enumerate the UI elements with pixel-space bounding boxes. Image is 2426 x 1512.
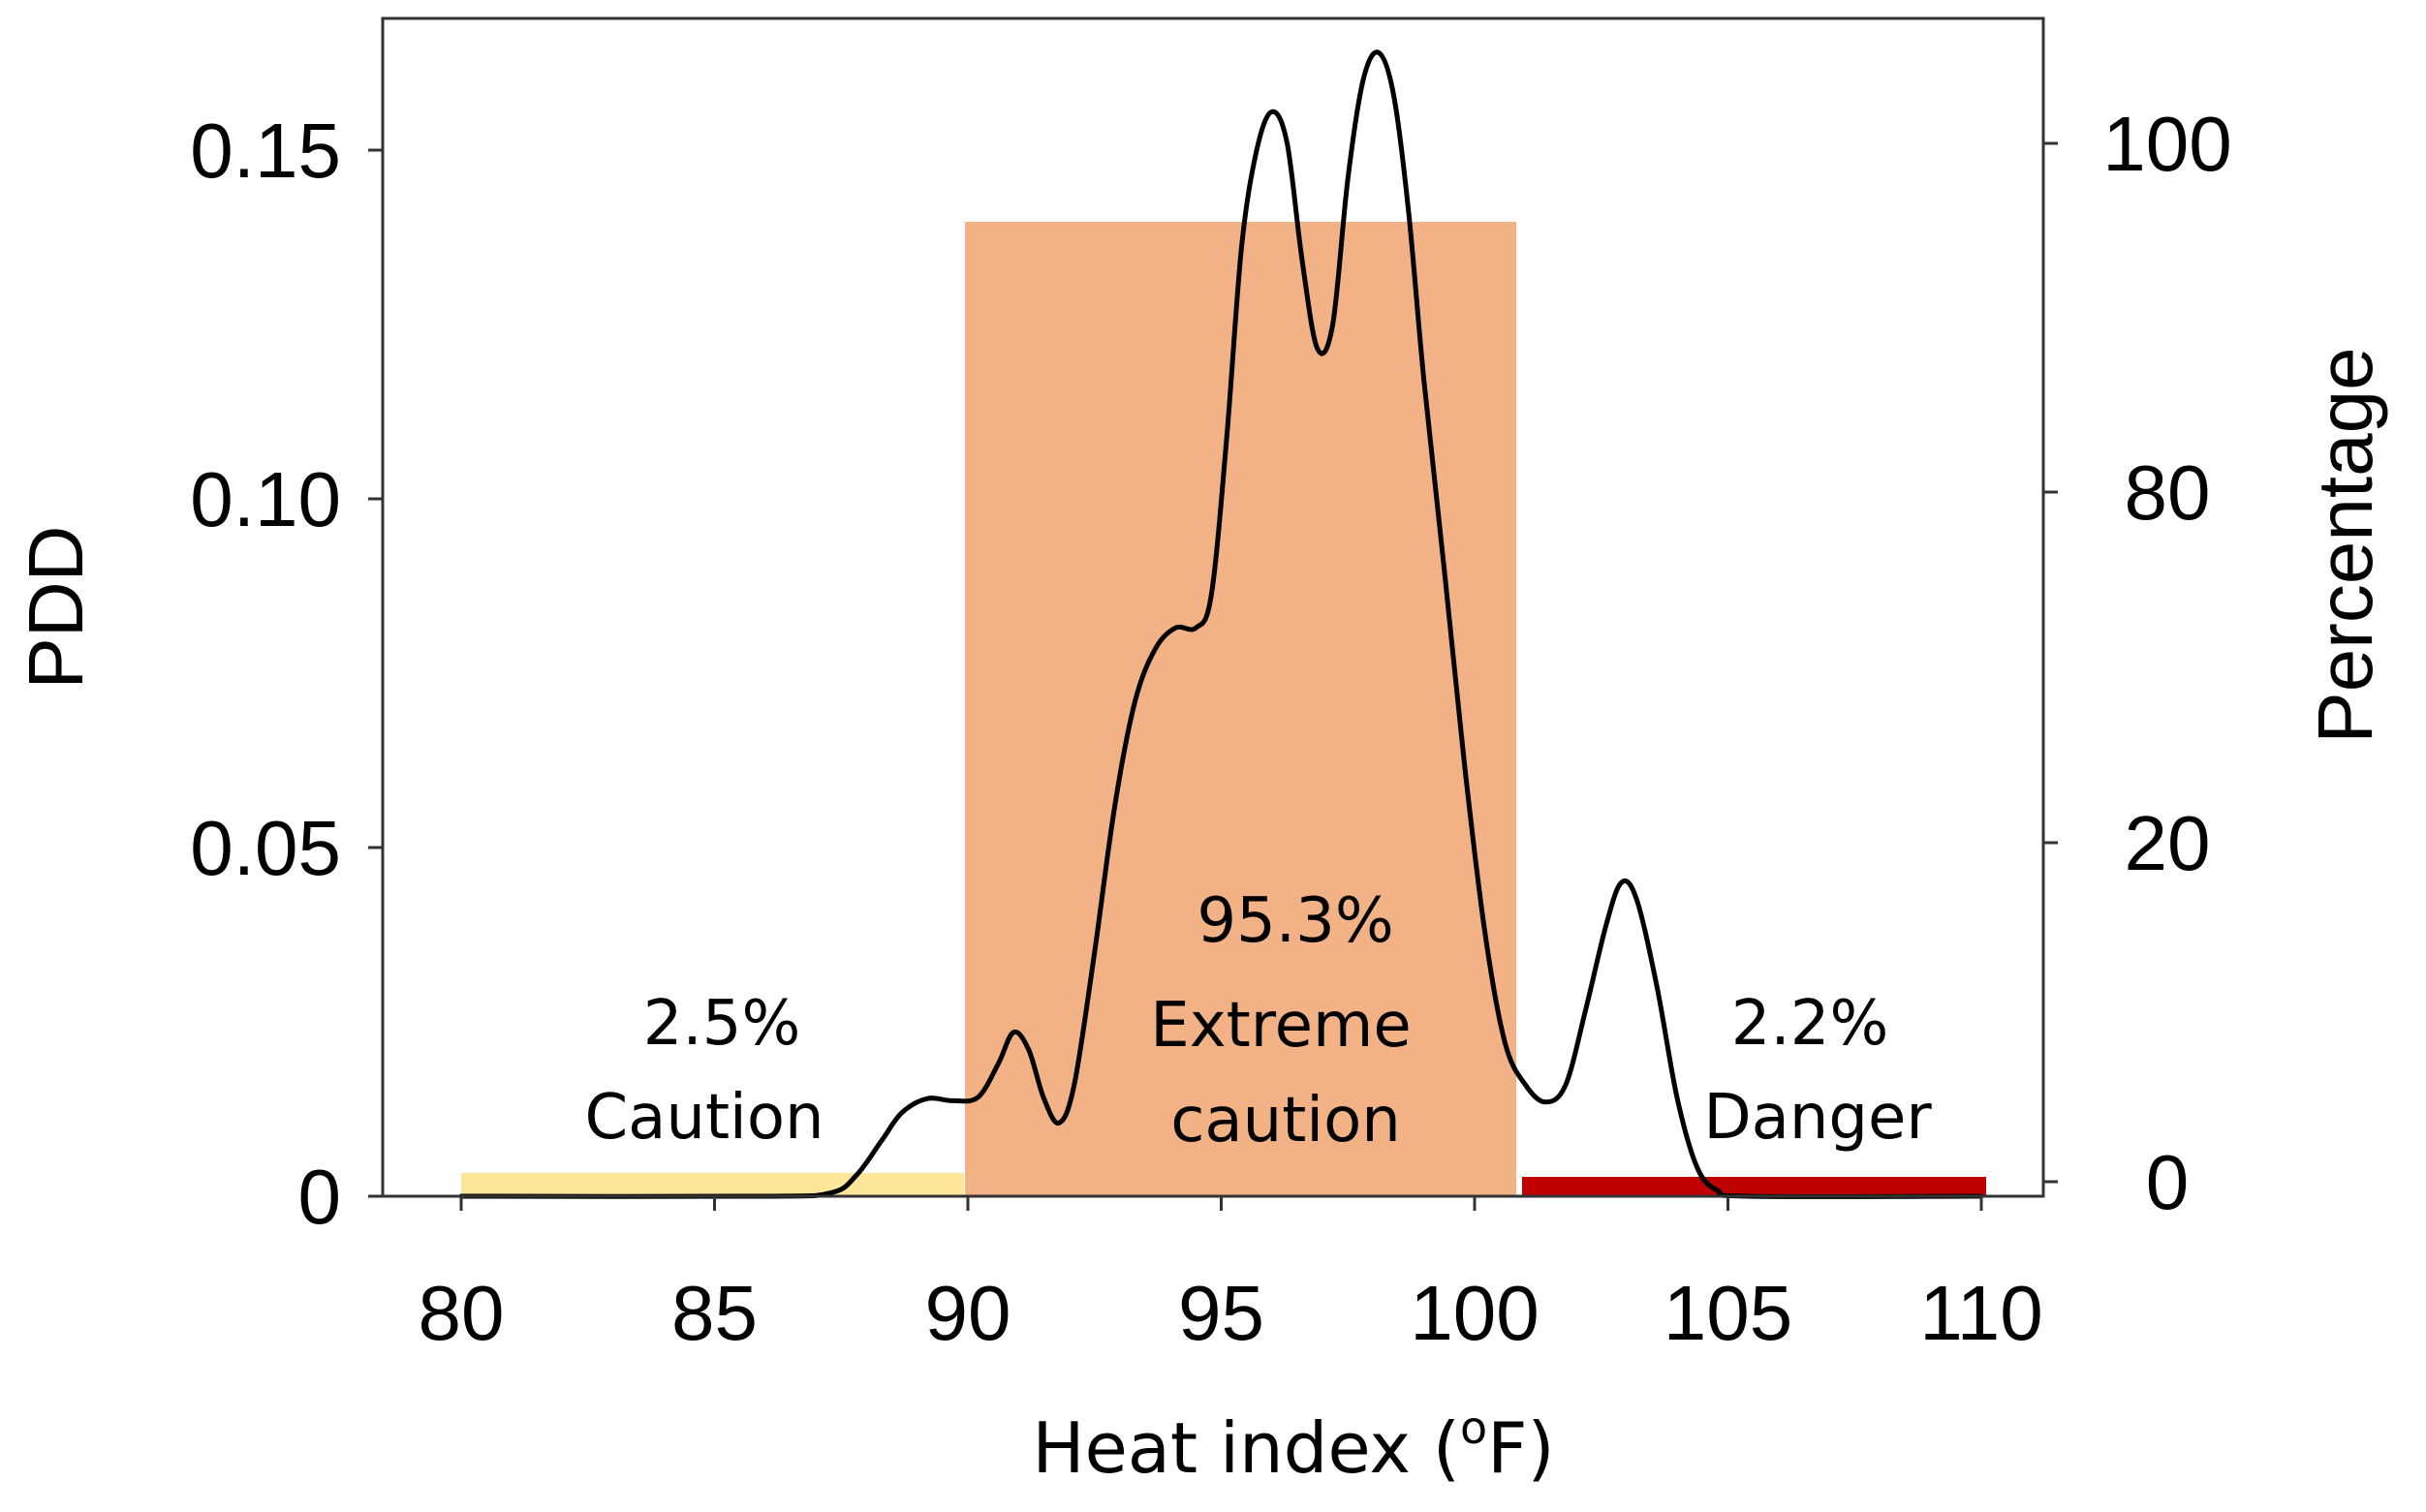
x-tick-label: 80 <box>419 1270 505 1356</box>
y-left-tick-label: 0.05 <box>190 805 341 891</box>
x-axis-title: Heat index (oF) <box>1032 1402 1554 1489</box>
x-tick-label: 110 <box>1919 1270 2043 1356</box>
y-right-tick-label: 0 <box>2146 1139 2190 1225</box>
y-left-ticks: 0 0.05 0.10 0.15 <box>190 108 383 1240</box>
plot-frame <box>381 16 2045 1198</box>
y-left-tick-label: 0.10 <box>190 456 341 542</box>
bar-caution <box>461 1173 964 1196</box>
extreme-caution-percent-label: 95.3% <box>1197 885 1393 957</box>
y-right-axis-title: Percentage <box>2302 347 2388 743</box>
extreme-caution-name-label-1: Extreme <box>1150 990 1411 1062</box>
x-ticks: 80 85 90 95 100 105 110 <box>419 1196 2043 1356</box>
danger-name-label: Danger <box>1703 1082 1932 1154</box>
caution-percent-label: 2.5% <box>643 988 801 1060</box>
danger-percent-label: 2.2% <box>1731 988 1889 1060</box>
y-left-tick-label: 0 <box>298 1154 342 1240</box>
pdd-density-line <box>458 49 1984 1199</box>
y-right-tick-label: 100 <box>2102 101 2231 187</box>
y-left-tick-label: 0.15 <box>190 108 341 194</box>
category-annotations: 2.5% Caution 95.3% Extreme caution 2.2% … <box>584 885 1932 1157</box>
y-right-ticks: 0 20 80 100 <box>2043 101 2232 1225</box>
extreme-caution-name-label-2: caution <box>1170 1085 1401 1157</box>
y-left-axis-title: PDD <box>13 526 99 690</box>
bar-danger <box>1522 1177 1986 1196</box>
y-right-tick-label: 20 <box>2125 800 2211 886</box>
x-tick-label: 95 <box>1178 1270 1264 1356</box>
x-tick-label: 105 <box>1664 1270 1792 1356</box>
y-right-tick-label: 80 <box>2125 449 2211 536</box>
x-tick-label: 85 <box>671 1270 758 1356</box>
caution-name-label: Caution <box>584 1082 824 1154</box>
x-tick-label: 100 <box>1410 1270 1539 1356</box>
x-tick-label: 90 <box>925 1270 1011 1356</box>
